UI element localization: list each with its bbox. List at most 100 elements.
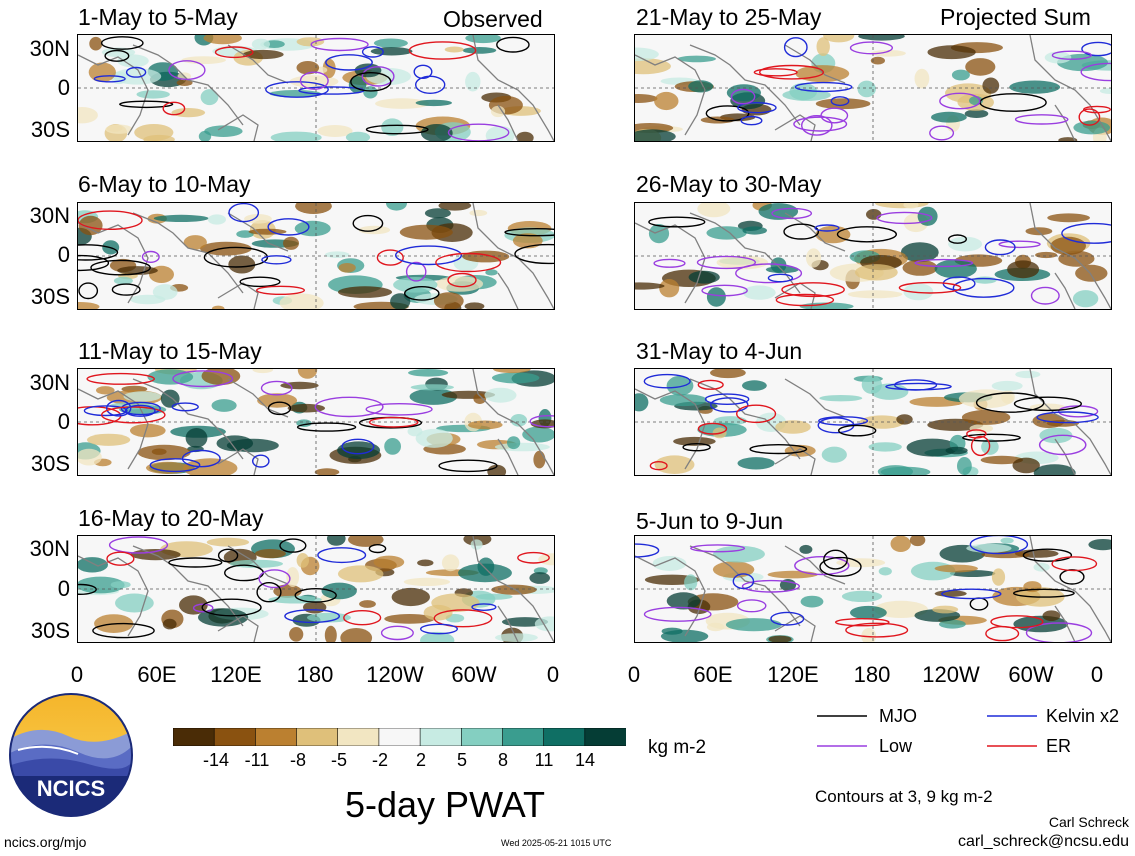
pwat-anomaly-blob [1058, 137, 1078, 141]
coastline [635, 555, 706, 637]
colorbar-swatch [296, 727, 339, 747]
filter-contour [314, 396, 384, 418]
pwat-anomaly-blob [375, 98, 430, 109]
pwat-anomaly-blob [289, 627, 304, 642]
pwat-anomaly-blob [914, 68, 930, 89]
coastline [78, 388, 149, 470]
pwat-anomaly-blob [211, 305, 225, 309]
pwat-anomaly-blob [775, 420, 811, 434]
filter-contour [794, 81, 853, 93]
pwat-anomaly-blob [78, 576, 125, 594]
filter-contour [730, 88, 756, 105]
pwat-anomaly-blob [529, 572, 550, 584]
filter-contour [100, 36, 144, 50]
pwat-anomaly-blob [767, 570, 818, 579]
coastline [497, 438, 519, 475]
pwat-anomaly-blob [1047, 213, 1090, 223]
filter-contour [998, 240, 1041, 249]
pwat-anomaly-blob [965, 58, 996, 76]
coastline [227, 44, 289, 84]
timestamp: Wed 2025-05-21 1015 UTC [501, 838, 612, 848]
pwat-anomaly-blob [338, 286, 392, 298]
pwat-anomaly-blob [969, 424, 994, 433]
pwat-anomaly-blob [533, 450, 546, 469]
pwat-anomaly-blob [1042, 610, 1061, 621]
filter-contour [447, 272, 477, 288]
pwat-anomaly-blob [688, 270, 720, 284]
filter-contour [1012, 588, 1075, 598]
pwat-anomaly-blob [758, 203, 799, 220]
filter-contour [352, 214, 384, 232]
filter-contour [876, 211, 933, 225]
filter-contour [106, 399, 132, 417]
filter-contour [361, 66, 395, 87]
filter-contour [78, 254, 110, 272]
lon-label: 120E [767, 662, 819, 687]
filter-contour [885, 382, 952, 391]
pwat-anomaly-blob [110, 581, 131, 589]
map-panel-observed-1 [77, 34, 555, 142]
pwat-anomaly-blob [726, 84, 761, 102]
pwat-anomaly-blob [470, 539, 483, 550]
projected-label: Projected Sum [940, 4, 1091, 30]
filter-contour [120, 401, 161, 416]
filter-contour [380, 625, 414, 641]
filter-contour [741, 579, 800, 593]
map-panel-observed-3 [77, 368, 555, 476]
colorbar-swatch [460, 727, 504, 747]
filter-contour [952, 277, 1015, 298]
pwat-anomaly-blob [725, 618, 782, 632]
colorbar-tick: 14 [574, 750, 596, 770]
lon-label: 120W [922, 662, 980, 687]
coastline [689, 212, 801, 294]
pwat-anomaly-blob [1015, 370, 1041, 379]
coastline [784, 212, 846, 252]
pwat-anomaly-blob [423, 604, 453, 621]
pwat-anomaly-blob [152, 284, 178, 300]
pwat-anomaly-blob [510, 414, 528, 427]
lon-label: 0 [627, 662, 641, 687]
filter-contour [749, 443, 808, 455]
lon-label: 120E [210, 662, 262, 687]
pwat-anomaly-blob [136, 90, 170, 99]
lon-label: 60W [1008, 662, 1054, 687]
pwat-anomaly-blob [939, 619, 966, 629]
filter-contour [100, 406, 166, 424]
filter-contour [214, 46, 254, 59]
colorbar-tick: 11 [534, 750, 554, 770]
pwat-anomaly-blob [934, 259, 977, 279]
site-link[interactable]: ncics.org/mjo [4, 834, 87, 850]
pwat-anomaly-blob [799, 544, 813, 554]
filter-contour [1081, 41, 1111, 57]
filter-contour [78, 282, 99, 300]
pwat-anomaly-blob [384, 614, 435, 624]
coastline [774, 114, 816, 141]
pwat-anomaly-blob [493, 369, 531, 374]
map-panel-observed-4 [77, 535, 555, 643]
filter-contour [975, 392, 1045, 413]
contour-note: Contours at 3, 9 kg m-2 [815, 787, 993, 806]
colorbar-swatch [419, 727, 463, 747]
filter-contour [420, 623, 459, 635]
pwat-anomaly-blob [742, 285, 776, 300]
filter-contour [368, 416, 419, 428]
colorbar-tick: -2 [371, 750, 388, 770]
filter-contour [90, 259, 151, 276]
filter-contour [256, 582, 282, 603]
pwat-anomaly-blob [244, 214, 272, 224]
coastline [1054, 104, 1076, 141]
lon-label: 60W [451, 662, 497, 687]
filter-contour [171, 402, 199, 412]
pwat-anomaly-blob [823, 35, 855, 43]
pwat-anomaly-blob [991, 568, 1006, 586]
author-email[interactable]: carl_schreck@ncsu.edu [958, 833, 1129, 850]
lat-label: 30N [29, 203, 70, 228]
filter-contour [794, 556, 850, 576]
coastline [472, 369, 554, 475]
filter-contour [125, 66, 147, 78]
pwat-anomaly-blob [420, 631, 455, 642]
pwat-anomaly-blob [909, 536, 926, 547]
pwat-anomaly-blob [957, 457, 972, 475]
pwat-anomaly-blob [458, 563, 512, 583]
